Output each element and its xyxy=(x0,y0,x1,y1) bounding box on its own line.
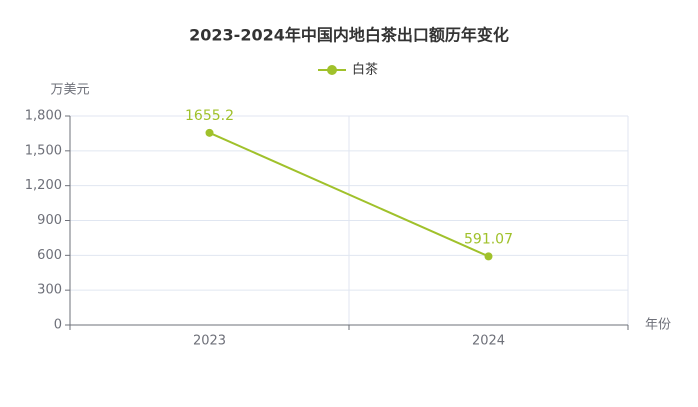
line xyxy=(209,131,489,258)
point xyxy=(205,128,214,137)
point xyxy=(484,252,493,261)
y-tick-label: 600 xyxy=(37,248,62,263)
x-tick-label: 2023 xyxy=(193,334,226,349)
y-tick-label: 900 xyxy=(37,213,62,228)
x-axis-label: 年份 xyxy=(645,318,671,333)
chart-title: 2023-2024年中国内地白茶出口额历年变化 xyxy=(189,26,509,45)
y-axis-label: 万美元 xyxy=(50,83,89,98)
y-tick-label: 1,200 xyxy=(25,178,62,193)
y-tick-label: 1,800 xyxy=(25,109,62,124)
legend-marker xyxy=(327,65,337,75)
y-tick-label: 300 xyxy=(37,283,62,298)
x-tick-label: 2024 xyxy=(472,334,505,349)
y-tick-label: 0 xyxy=(54,318,62,333)
data-label: 1655.2 xyxy=(185,108,234,124)
legend-label: 白茶 xyxy=(352,62,378,78)
data-label: 591.07 xyxy=(464,231,513,247)
y-tick-label: 1,500 xyxy=(25,143,62,158)
